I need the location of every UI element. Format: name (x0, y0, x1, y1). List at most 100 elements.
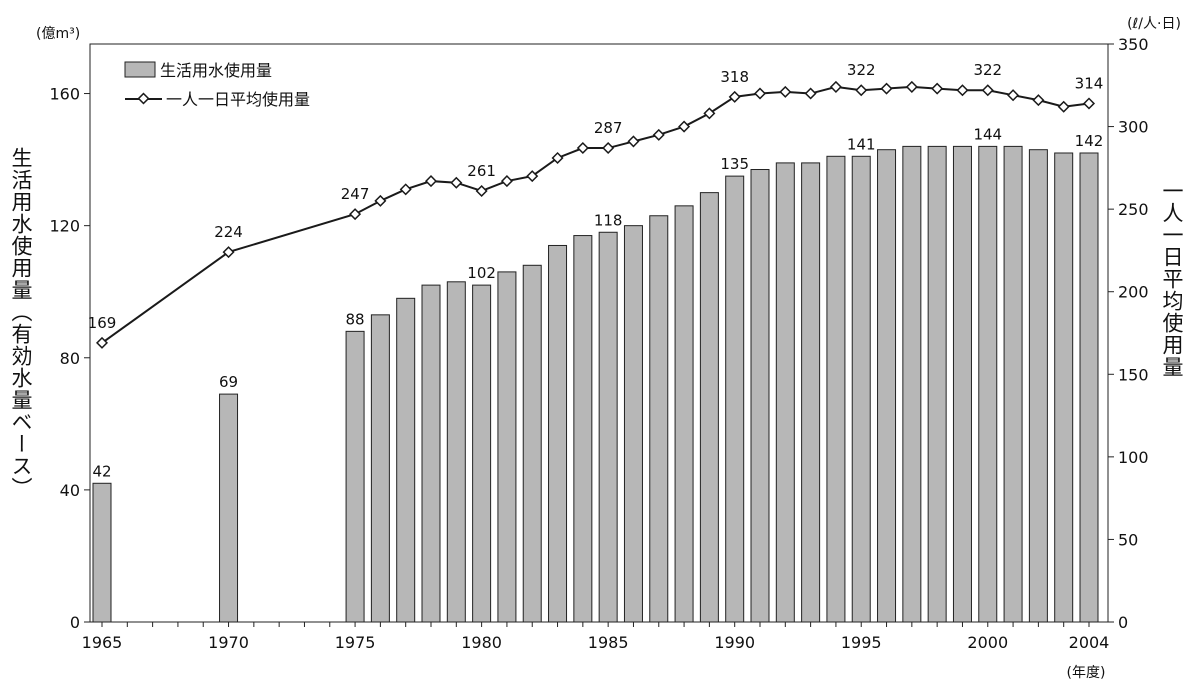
legend: 生活用水使用量 一人一日平均使用量 (124, 61, 310, 109)
x-tick-label: 1990 (714, 633, 755, 652)
bar (1079, 152, 1099, 623)
left-tick-label: 160 (49, 85, 80, 104)
bar (826, 155, 846, 623)
line-point (551, 151, 564, 164)
x-tick-label: 1995 (841, 633, 882, 652)
x-tick-label: 2000 (967, 633, 1008, 652)
x-axis-unit: (年度) (1067, 665, 1106, 681)
right-tick-label: 0 (1118, 613, 1128, 632)
line-point (349, 208, 362, 221)
line-point (576, 142, 589, 155)
axes: 0 40 80 120 160 0 50 100 150 200 250 300 350 1965 1970… (49, 35, 1148, 652)
legend-line-label: 一人一日平均使用量 (166, 90, 310, 109)
bar (1028, 149, 1048, 623)
bar (396, 297, 416, 623)
x-tick-label: 1985 (588, 633, 629, 652)
line-data-label: 322 (973, 61, 1002, 79)
line-point (779, 85, 792, 98)
line-point (500, 175, 513, 188)
bar-series (92, 145, 1099, 623)
line-point (95, 336, 109, 349)
bar-data-label: 88 (346, 310, 365, 328)
line-point (424, 175, 438, 188)
bar (978, 145, 998, 623)
right-tick-label: 300 (1118, 118, 1149, 137)
line-point (652, 128, 665, 141)
bar (497, 271, 517, 623)
bar (1054, 152, 1074, 623)
line-point (981, 84, 994, 97)
bar (801, 162, 821, 623)
left-tick-label: 80 (60, 349, 80, 368)
line-data-label: 247 (341, 185, 370, 203)
line-point (855, 84, 868, 97)
line-data-label: 322 (847, 61, 876, 79)
line-point (931, 82, 944, 95)
bar-data-label: 118 (594, 211, 623, 229)
bar (219, 393, 239, 623)
x-tick-label: 1970 (208, 633, 249, 652)
bar (877, 149, 897, 623)
line-point (703, 107, 716, 120)
bar (725, 175, 745, 623)
bar (92, 482, 112, 623)
line-point (1057, 100, 1070, 113)
right-tick-label: 150 (1118, 365, 1149, 384)
line-point (222, 246, 235, 259)
bar (522, 264, 542, 623)
x-tick-label: 1965 (82, 633, 123, 652)
line-point (1082, 97, 1096, 110)
bar (548, 244, 568, 623)
line-point (1032, 94, 1045, 107)
left-tick-label: 40 (60, 481, 80, 500)
right-tick-label: 350 (1118, 35, 1149, 54)
bar (902, 145, 922, 623)
x-tick-label: 1975 (335, 633, 376, 652)
bar-data-label: 102 (467, 264, 496, 282)
line-point (956, 84, 969, 97)
bar (573, 235, 593, 623)
line-point (399, 183, 412, 196)
left-axis-label: 生活用水使用量（有効水量ベース） (9, 147, 33, 499)
legend-bar-swatch (124, 61, 156, 78)
bar (750, 169, 770, 623)
line-data-label: 287 (594, 119, 623, 137)
line-point (526, 170, 539, 183)
bar-data-label: 42 (92, 462, 111, 480)
bar (421, 284, 441, 623)
line-point (1007, 89, 1020, 102)
bar-data-label: 69 (219, 373, 238, 391)
line-point (829, 80, 842, 93)
right-tick-label: 50 (1118, 530, 1138, 549)
line-point (627, 135, 640, 148)
bar (927, 145, 947, 623)
bar (370, 314, 390, 623)
left-axis-unit: (億m³) (36, 26, 80, 42)
line-point (475, 184, 488, 197)
x-tick-label: 2004 (1069, 633, 1110, 652)
bar-data-label: 142 (1075, 132, 1104, 150)
bar-data-label: 144 (973, 125, 1002, 143)
bar (1003, 145, 1023, 623)
bar (699, 192, 719, 623)
right-tick-label: 100 (1118, 448, 1149, 467)
right-tick-label: 250 (1118, 200, 1149, 219)
bar (472, 284, 492, 623)
line-data-label: 318 (720, 68, 749, 86)
bar (851, 155, 871, 623)
line-point (728, 90, 741, 103)
bar-data-label: 141 (847, 135, 876, 153)
bar (446, 281, 466, 623)
line-point (602, 142, 615, 155)
x-tick-label: 1980 (461, 633, 502, 652)
line-series (95, 80, 1096, 349)
bar (674, 205, 694, 623)
line-point (880, 82, 893, 95)
line-data-label: 314 (1075, 74, 1104, 92)
legend-line-marker (137, 92, 150, 105)
line-point (450, 176, 463, 189)
line-data-label: 169 (88, 314, 117, 332)
bar (775, 162, 795, 623)
bar (649, 215, 669, 623)
